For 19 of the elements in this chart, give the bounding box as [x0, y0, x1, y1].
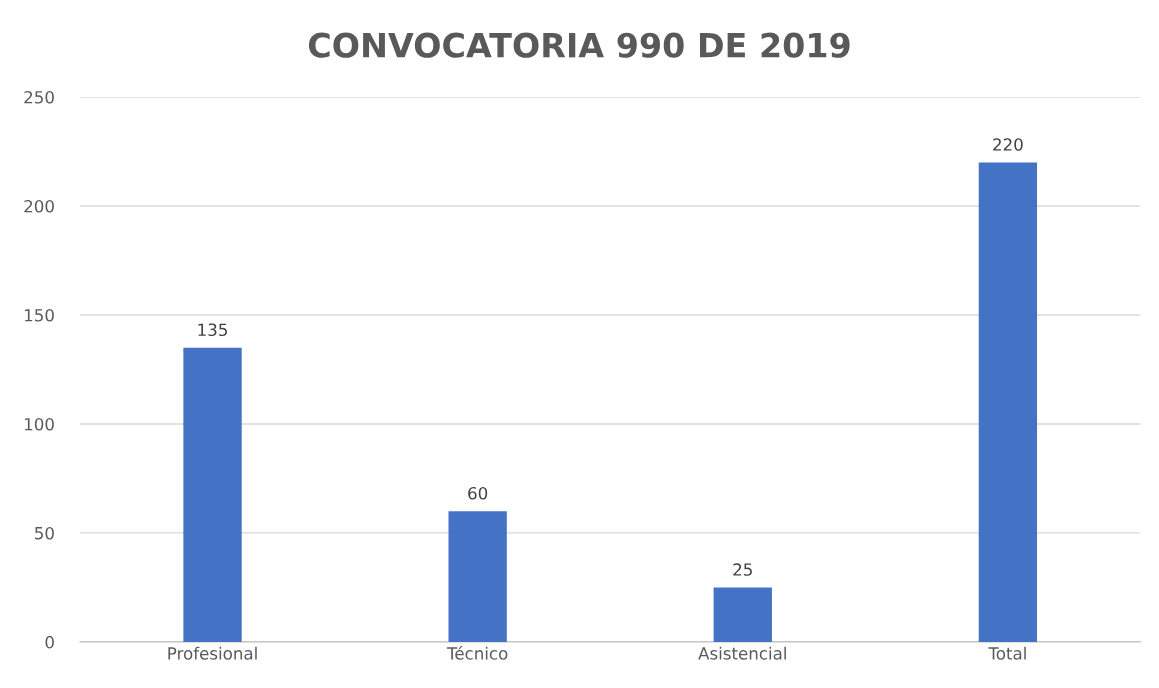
y-tick-label: 200	[24, 199, 54, 213]
bar	[978, 162, 1038, 642]
bar	[713, 587, 772, 642]
chart-title: CONVOCATORIA 990 DE 2019	[308, 32, 850, 58]
y-tick-label: 250	[24, 90, 54, 104]
x-tick-label: Profesional	[168, 646, 257, 660]
data-label: 25	[733, 563, 752, 576]
bar	[183, 347, 242, 642]
data-label: 220	[993, 138, 1023, 151]
y-tick-label: 150	[24, 308, 54, 322]
data-label: 135	[198, 323, 227, 337]
x-tick-label: Asistencial	[698, 646, 786, 660]
x-tick-label: Total	[988, 646, 1026, 660]
y-tick-label: 100	[24, 417, 54, 431]
data-label: 60	[468, 486, 488, 500]
y-tick-label: 50	[35, 526, 54, 540]
y-tick-label: 0	[45, 635, 54, 649]
x-tick-label: Técnico	[446, 646, 508, 660]
bar	[448, 511, 507, 642]
